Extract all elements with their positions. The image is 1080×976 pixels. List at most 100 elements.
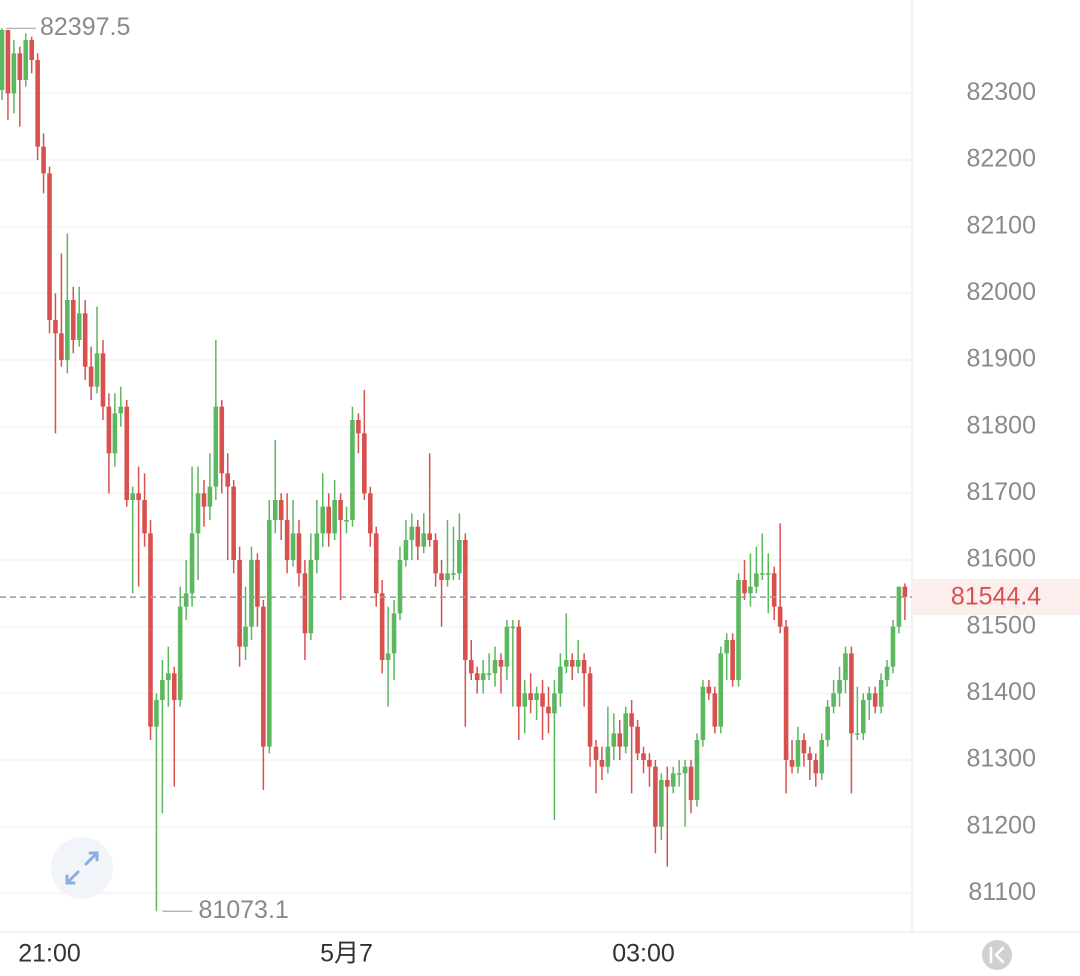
candle-body [498, 660, 504, 667]
y-tick-label: 81600 [966, 545, 1036, 573]
candle-body [332, 500, 337, 534]
expand-button[interactable] [51, 837, 113, 899]
candle-body [166, 673, 171, 680]
candle-body [171, 673, 177, 700]
candle-body [540, 693, 545, 707]
candle-body [326, 506, 331, 534]
candle-body [231, 486, 236, 560]
candle-body [136, 493, 141, 500]
candle-body [801, 740, 807, 754]
candle-body [706, 686, 712, 694]
candle-body [23, 40, 29, 80]
candle-body [813, 760, 819, 774]
candle-body [872, 693, 878, 707]
candle-body [94, 353, 100, 387]
scroll-latest-icon[interactable] [989, 946, 1005, 964]
candle-body [403, 540, 409, 560]
candle-body [528, 693, 533, 700]
candle-body [474, 673, 480, 680]
candle-body [284, 520, 290, 560]
candle-body [605, 746, 611, 767]
candle-body [861, 700, 866, 734]
candle-body [106, 406, 112, 454]
candle-body [902, 586, 908, 598]
candle-body [670, 773, 676, 787]
candle-body [47, 173, 52, 320]
y-tick-label: 82200 [966, 145, 1036, 173]
candle-body [896, 586, 902, 627]
candle-body [843, 653, 848, 680]
y-tick-label: 82100 [966, 211, 1036, 239]
candle-body [344, 520, 349, 522]
candle-body [189, 533, 195, 594]
candle-body [142, 500, 147, 534]
candle-body [183, 593, 189, 607]
candle-body [831, 693, 836, 707]
candle-body [195, 493, 201, 534]
candle-body [100, 353, 106, 407]
candle-body [272, 500, 278, 520]
candle-body [118, 406, 124, 414]
y-tick-label: 82000 [966, 278, 1036, 306]
candle-body [694, 740, 700, 800]
candle-body [463, 540, 468, 660]
candle-body [754, 573, 759, 587]
candle-body [546, 706, 551, 714]
candle-body [433, 540, 438, 574]
candle-body [569, 660, 575, 667]
candle-body [267, 520, 272, 747]
candle-body [373, 533, 379, 594]
candle-body [65, 300, 70, 360]
candle-body [617, 733, 623, 747]
candle-body [5, 30, 11, 94]
candle-body [635, 726, 640, 754]
y-tick-label: 81700 [966, 478, 1036, 506]
candle-body [730, 640, 735, 680]
y-tick-label: 81300 [966, 745, 1036, 773]
candle-body [445, 573, 450, 580]
candle-body [587, 673, 593, 747]
candle-body [742, 580, 747, 594]
candle-body [225, 473, 231, 487]
candle-body [367, 493, 373, 534]
candle-body [552, 693, 557, 714]
candle-body [249, 560, 254, 627]
candle-body [807, 753, 813, 760]
candle-body [771, 573, 777, 607]
y-tick-label: 81400 [966, 678, 1036, 706]
candle-body [629, 713, 634, 727]
candle-body [415, 526, 421, 547]
candle-body [201, 493, 207, 507]
candle-body [0, 30, 5, 90]
candle-body [765, 573, 771, 575]
candle-body [320, 506, 326, 534]
candle-body [659, 780, 664, 827]
candle-body [676, 773, 682, 775]
candle-body [379, 593, 385, 660]
candle-body [421, 533, 427, 547]
candle-body [130, 493, 135, 500]
scroll-latest-button[interactable] [982, 940, 1012, 970]
candle-body [564, 660, 569, 667]
candle-body [884, 666, 890, 680]
candle-body [789, 760, 795, 767]
candle-body [599, 760, 605, 767]
candle-body [290, 533, 296, 560]
candle-body [362, 433, 367, 494]
candle-body [748, 586, 753, 594]
candle-body [558, 666, 563, 694]
candle-body [641, 753, 646, 760]
x-tick-label: 5月7 [320, 940, 373, 968]
candle-body [207, 486, 213, 507]
candle-body [837, 680, 842, 694]
high-label: 82397.5 [40, 13, 130, 41]
expand-circle[interactable] [51, 837, 113, 899]
expand-icon[interactable] [65, 851, 99, 885]
candle-body [866, 693, 872, 700]
candle-body [849, 653, 854, 734]
candle-body [76, 313, 82, 340]
candle-body [890, 626, 896, 667]
candle-body [457, 540, 462, 574]
candle-body [11, 53, 17, 94]
